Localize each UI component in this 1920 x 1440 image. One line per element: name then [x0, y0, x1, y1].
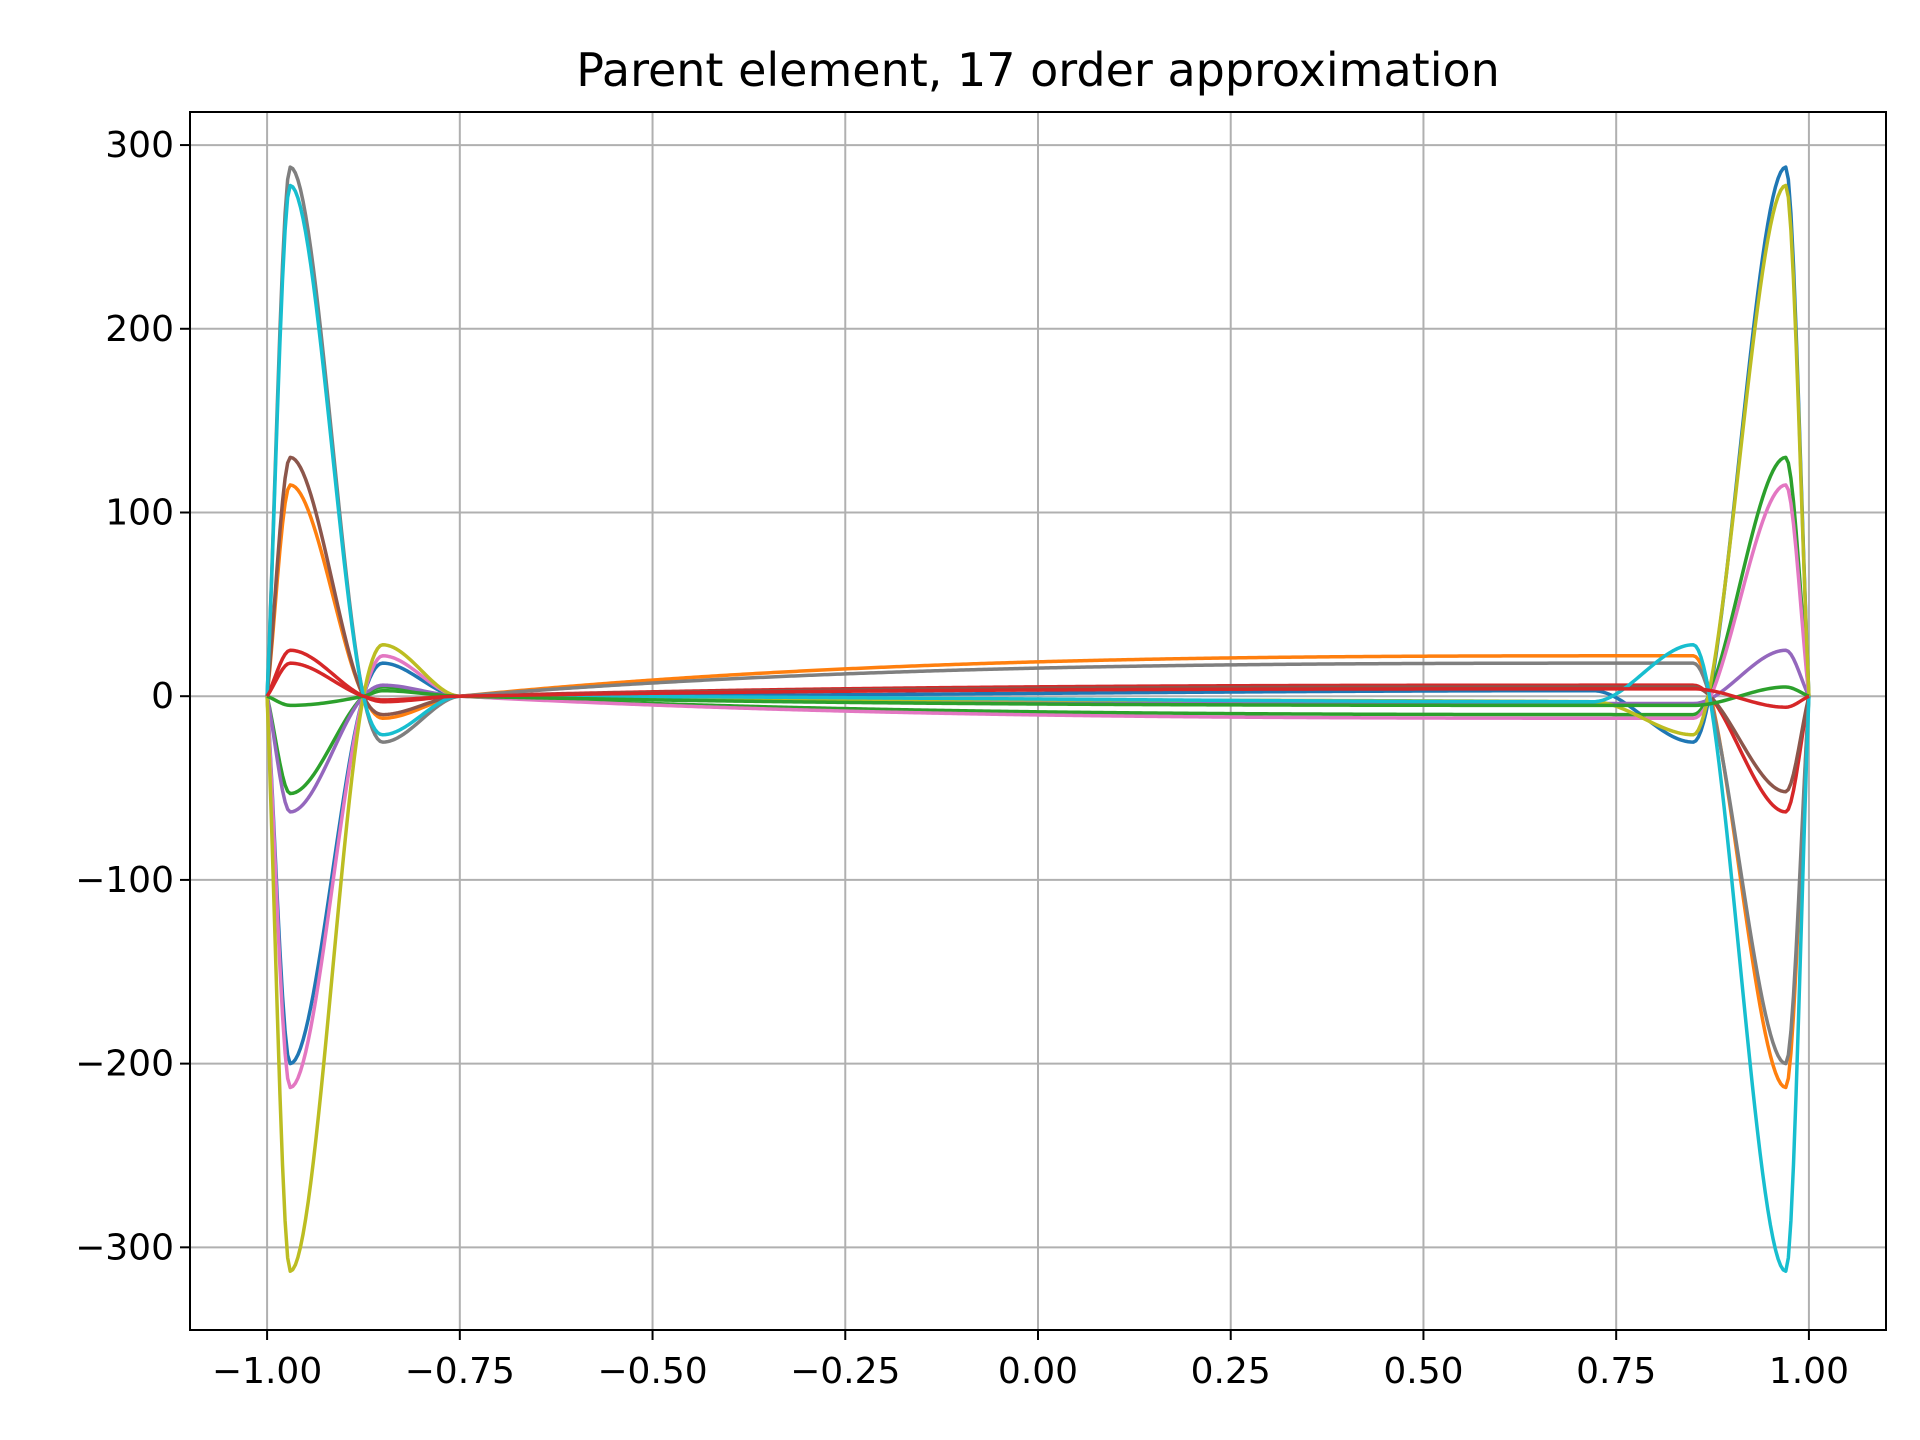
y-tick-label: −200: [75, 1044, 174, 1085]
x-axis: −1.00 −0.75 −0.50 −0.25 0.00 0.25 0.50 0.75 1.00: [212, 1330, 1849, 1392]
x-tick-label: 1.00: [1769, 1351, 1849, 1392]
x-tick-label: 0.75: [1576, 1351, 1656, 1392]
series-line: [265, 661, 1810, 709]
series-line: [266, 685, 1810, 708]
x-tick-label: 0.25: [1191, 1351, 1271, 1392]
y-tick-label: 200: [105, 309, 174, 350]
y-axis: −300 −200 −100 0 100 200 300: [75, 125, 190, 1268]
x-tick-label: 0.50: [1383, 1351, 1463, 1392]
x-tick-label: −1.00: [212, 1351, 322, 1392]
x-tick-label: −0.25: [790, 1351, 900, 1392]
plot-series: [265, 165, 1811, 1273]
y-tick-label: 0: [151, 676, 174, 717]
y-tick-label: −100: [75, 860, 174, 901]
chart-title: Parent element, 17 order approximation: [576, 43, 1500, 97]
x-tick-label: −0.50: [597, 1351, 707, 1392]
series-line: [265, 165, 1811, 1066]
y-tick-label: 100: [105, 492, 174, 533]
y-tick-label: 300: [105, 125, 174, 166]
y-tick-label: −300: [75, 1227, 174, 1268]
grid-lines: [190, 112, 1886, 1330]
x-tick-label: −0.75: [405, 1351, 515, 1392]
series-line: [265, 483, 1811, 1090]
x-tick-label: 0.00: [998, 1351, 1078, 1392]
